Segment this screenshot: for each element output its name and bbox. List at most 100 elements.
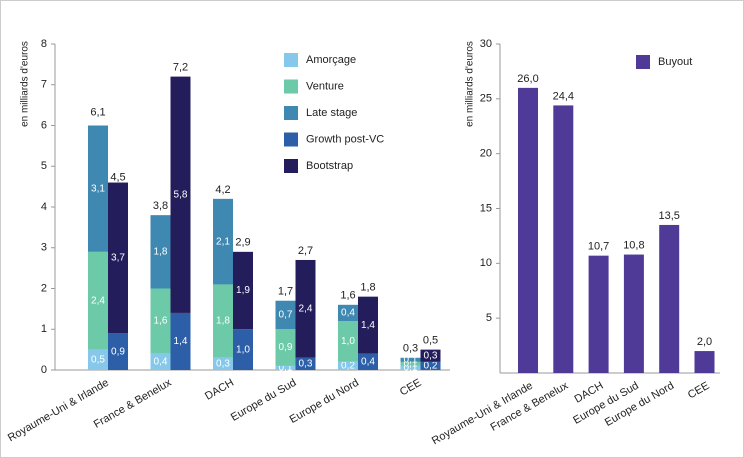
y-tick-label: 4 [41, 201, 47, 213]
bar-segment [275, 300, 296, 330]
total-label: 7,2 [173, 62, 188, 74]
bar-segment [400, 365, 421, 370]
value-label: 26,0 [517, 73, 538, 85]
y-tick-label: 15 [480, 202, 492, 214]
segment-label: 3,1 [91, 183, 105, 194]
segment-label: 0,4 [341, 308, 355, 319]
y-tick-label: 0 [41, 364, 47, 376]
bar-segment [358, 353, 378, 370]
total-label: 0,5 [423, 335, 438, 347]
value-label: 10,8 [623, 239, 644, 251]
bar-segment [420, 361, 441, 370]
bar-segment [108, 333, 128, 370]
bar-segment [295, 259, 316, 358]
total-label: 4,5 [110, 172, 125, 184]
legend-label: Amorçage [306, 54, 356, 66]
segment-label: 1,0 [236, 344, 250, 355]
bar-segment [338, 321, 358, 362]
segment-label: 0,3 [424, 350, 438, 361]
segment-label: 0,1 [404, 363, 418, 374]
bar-segment [213, 357, 233, 370]
bar-segment [213, 284, 233, 358]
total-label: 4,2 [215, 184, 230, 196]
value-label: 2,0 [697, 336, 712, 348]
segment-label: 1,4 [174, 336, 188, 347]
bar-segment [233, 251, 253, 330]
value-label: 24,4 [553, 90, 574, 102]
bar-segment [150, 215, 171, 289]
segment-label: 0,4 [154, 356, 168, 367]
bar [518, 87, 538, 373]
segment-label: 2,1 [216, 236, 230, 247]
y-tick-label: 7 [41, 79, 47, 91]
legend-label: Growth post-VC [306, 133, 384, 145]
legend-label: Bootstrap [306, 160, 353, 172]
bar-segment [400, 357, 421, 362]
segment-label: 1,8 [216, 316, 230, 327]
bar-segment [275, 329, 296, 366]
total-label: 2,7 [298, 245, 313, 257]
bar-segment [295, 357, 316, 370]
y-tick-label: 25 [480, 93, 492, 105]
segment-label: 2,4 [91, 295, 105, 306]
segment-label: 1,8 [154, 246, 168, 257]
total-label: 3,8 [153, 200, 168, 212]
total-label: 0,3 [403, 343, 418, 355]
bar-segment [338, 361, 358, 370]
segment-label: 1,4 [361, 320, 375, 331]
bar-segment [233, 329, 253, 370]
legend-swatch [636, 55, 650, 69]
total-label: 1,6 [340, 290, 355, 302]
y-tick-label: 10 [480, 257, 492, 269]
segment-label: 0,1 [404, 359, 418, 370]
legend-swatch [284, 79, 298, 94]
bar [623, 254, 644, 373]
segment-label: 0,3 [299, 359, 313, 370]
value-label: 10,7 [588, 241, 609, 253]
segment-label: 0,3 [216, 359, 230, 370]
segment-label: 2,4 [299, 304, 313, 315]
bar [588, 255, 609, 373]
segment-label: 0,9 [111, 346, 125, 357]
segment-label: 0,7 [279, 310, 293, 321]
legend-swatch [284, 132, 298, 147]
y-tick-label: 20 [480, 148, 492, 160]
legend-label: Late stage [306, 107, 357, 119]
legend-label: Venture [306, 80, 344, 92]
bar [659, 224, 680, 373]
bar-segment [420, 349, 441, 362]
bar-segment [88, 125, 108, 252]
total-label: 1,8 [360, 282, 375, 294]
segment-label: 1,6 [154, 316, 168, 327]
segment-label: 0,9 [279, 342, 293, 353]
y-tick-label: 5 [41, 160, 47, 172]
legend-label: Buyout [658, 56, 692, 68]
segment-label: 0,2 [424, 361, 438, 372]
bar [694, 351, 715, 373]
segment-label: 1,9 [236, 285, 250, 296]
bar-segment [108, 182, 128, 334]
bar-segment [170, 76, 191, 313]
y-tick-label: 30 [480, 38, 492, 50]
bar-segment [358, 296, 378, 354]
segment-label: 0,4 [361, 356, 375, 367]
y-tick-label: 5 [486, 312, 492, 324]
segment-label: 1,0 [341, 336, 355, 347]
total-label: 2,9 [235, 237, 250, 249]
y-tick-label: 6 [41, 119, 47, 131]
y-axis-label: en milliards d'euros [20, 41, 31, 127]
y-tick-label: 8 [41, 38, 47, 50]
legend-swatch [284, 159, 298, 173]
value-label: 13,5 [658, 210, 679, 222]
bar-segment [213, 198, 233, 285]
total-label: 1,7 [278, 286, 293, 298]
legend-swatch [284, 53, 298, 67]
bar [553, 105, 574, 373]
segment-label: 0,2 [341, 361, 355, 372]
segment-label: 5,8 [174, 189, 188, 200]
total-label: 6,1 [90, 106, 105, 118]
bar-segment [88, 349, 108, 370]
segment-label: 0,5 [91, 354, 105, 365]
y-tick-label: 3 [41, 242, 47, 254]
